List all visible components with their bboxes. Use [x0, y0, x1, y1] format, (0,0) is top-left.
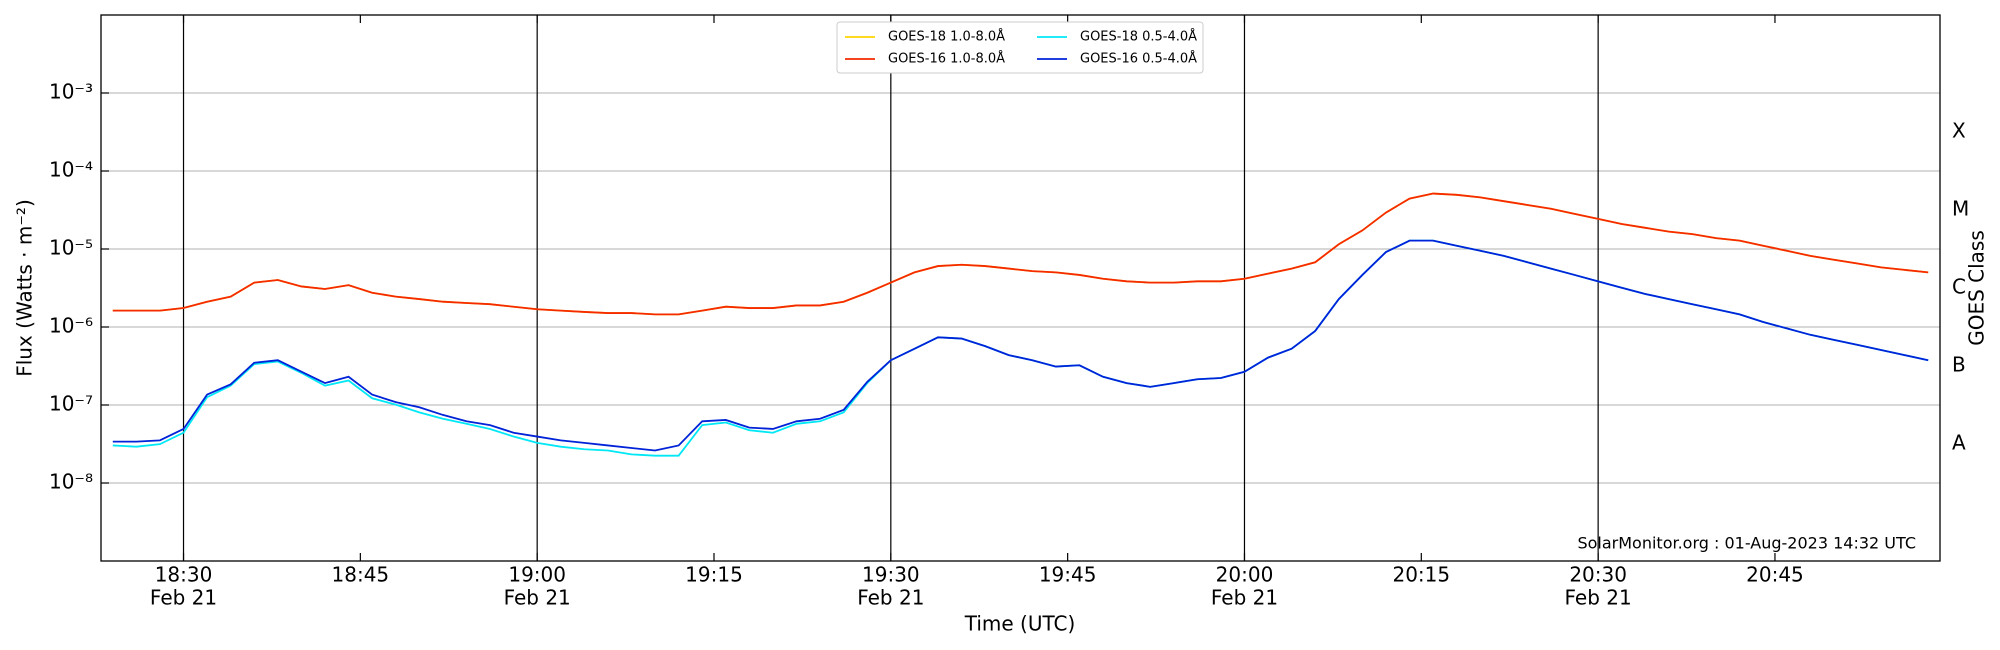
y-axis-label: Flux (Watts · m⁻²): [13, 199, 37, 377]
x-tick-label: 20:45: [1746, 563, 1804, 587]
x-tick-label: 19:00: [508, 563, 566, 587]
y-tick-label: 10⁻⁵: [49, 236, 93, 260]
y2-tick-label: M: [1952, 197, 1969, 221]
x-tick-label: 19:15: [685, 563, 743, 587]
series-line: [112, 239, 1929, 457]
x-tick-date: Feb 21: [857, 586, 924, 610]
x-tick-label: 19:30: [862, 563, 920, 587]
legend-label: GOES-16 0.5-4.0Å: [1080, 51, 1197, 67]
series-line: [112, 239, 1929, 452]
y-tick-label: 10⁻⁸: [49, 470, 93, 494]
legend-label: GOES-18 0.5-4.0Å: [1080, 29, 1197, 45]
x-tick-date: Feb 21: [150, 586, 217, 610]
x-tick-date: Feb 21: [504, 586, 571, 610]
y2-axis-label: GOES Class: [1965, 230, 1989, 346]
y-tick-label: 10⁻⁴: [49, 158, 93, 182]
y2-tick-label: A: [1952, 431, 1966, 455]
y2-tick-label: C: [1952, 275, 1966, 299]
x-tick-label: 18:45: [332, 563, 390, 587]
legend-label: GOES-18 1.0-8.0Å: [888, 29, 1005, 45]
plot-frame: [100, 14, 1941, 562]
x-tick-date: Feb 21: [1565, 586, 1632, 610]
y2-tick-label: B: [1952, 353, 1966, 377]
x-tick-label: 18:30: [155, 563, 213, 587]
x-axis-label: Time (UTC): [964, 612, 1076, 636]
y-tick-label: 10⁻⁷: [49, 392, 93, 416]
x-tick-label: 20:30: [1569, 563, 1627, 587]
watermark: SolarMonitor.org : 01-Aug-2023 14:32 UTC: [1577, 534, 1916, 553]
series-line: [112, 192, 1929, 316]
x-tick-label: 20:15: [1392, 563, 1450, 587]
x-tick-label: 20:00: [1216, 563, 1274, 587]
x-tick-date: Feb 21: [1211, 586, 1278, 610]
y-tick-label: 10⁻⁶: [49, 314, 93, 338]
y2-tick-label: X: [1952, 119, 1966, 143]
y-tick-label: 10⁻³: [49, 80, 93, 104]
legend-box: [836, 21, 1204, 74]
legend-label: GOES-16 1.0-8.0Å: [888, 51, 1005, 67]
x-tick-label: 19:45: [1039, 563, 1097, 587]
